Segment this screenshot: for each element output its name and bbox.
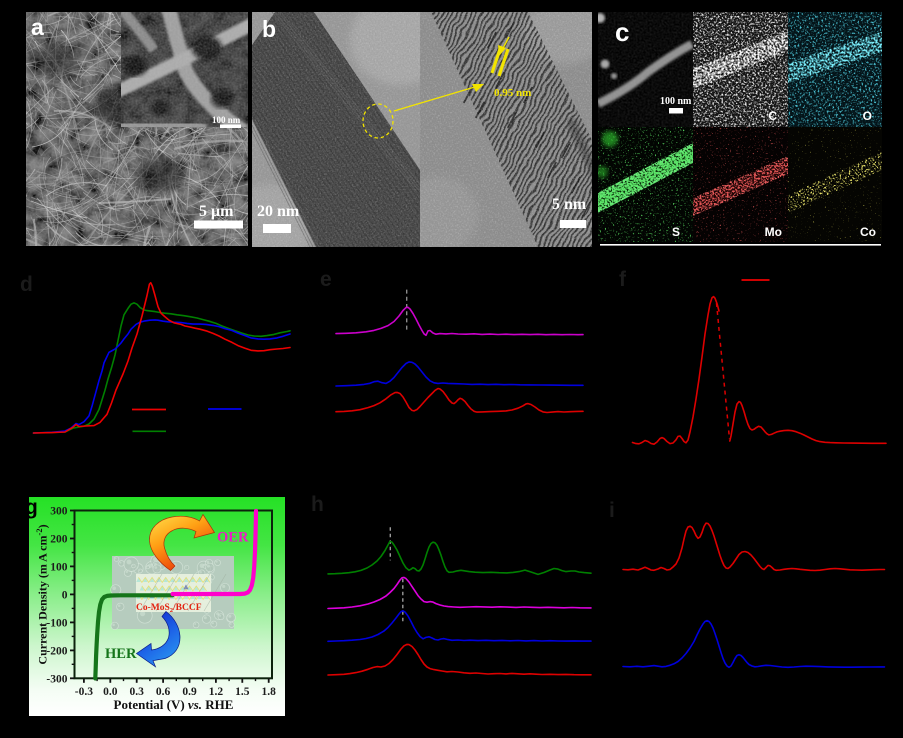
svg-text:OER: OER — [217, 530, 249, 546]
svg-text:O: O — [863, 109, 872, 123]
svg-text:0.9: 0.9 — [182, 686, 197, 698]
svg-text:5 nm: 5 nm — [552, 196, 587, 213]
svg-text:0: 0 — [62, 590, 68, 602]
svg-text:100 nm: 100 nm — [212, 115, 241, 125]
svg-text:c: c — [615, 17, 629, 47]
svg-text:1.8: 1.8 — [262, 686, 277, 698]
svg-text:a: a — [31, 14, 44, 40]
svg-text:-300: -300 — [46, 674, 67, 686]
svg-text:-200: -200 — [46, 646, 67, 658]
svg-text:0.6: 0.6 — [156, 686, 171, 698]
svg-text:-0.3: -0.3 — [75, 686, 93, 698]
svg-text:Co: Co — [860, 225, 876, 239]
svg-text:b: b — [262, 16, 276, 42]
svg-text:1.5: 1.5 — [235, 686, 250, 698]
svg-text:Mo: Mo — [765, 225, 782, 239]
svg-text:200: 200 — [50, 534, 68, 546]
svg-text:d: d — [20, 273, 33, 296]
svg-text:Co-MoS2/BCCF: Co-MoS2/BCCF — [136, 603, 202, 614]
svg-text:100 nm: 100 nm — [660, 96, 692, 107]
svg-text:-100: -100 — [46, 618, 67, 630]
svg-text:Current Density (m A cm-2): Current Density (m A cm-2) — [34, 524, 50, 664]
svg-text:HER: HER — [105, 646, 137, 662]
svg-text:0.95 nm: 0.95 nm — [494, 87, 531, 99]
svg-text:g: g — [25, 496, 38, 519]
svg-text:1.2: 1.2 — [209, 686, 224, 698]
svg-text:100: 100 — [50, 562, 68, 574]
svg-text:h: h — [311, 493, 324, 516]
svg-text:20 nm: 20 nm — [257, 203, 300, 220]
svg-text:0.0: 0.0 — [103, 686, 118, 698]
svg-text:C: C — [768, 109, 777, 123]
svg-text:5 μm: 5 μm — [199, 203, 234, 220]
svg-text:0.3: 0.3 — [130, 686, 145, 698]
svg-text:Potential (V) vs. RHE: Potential (V) vs. RHE — [114, 697, 234, 712]
svg-text:i: i — [609, 499, 615, 522]
svg-text:e: e — [320, 268, 332, 291]
svg-text:S: S — [672, 225, 680, 239]
svg-text:300: 300 — [50, 506, 68, 518]
svg-text:f: f — [619, 268, 627, 291]
